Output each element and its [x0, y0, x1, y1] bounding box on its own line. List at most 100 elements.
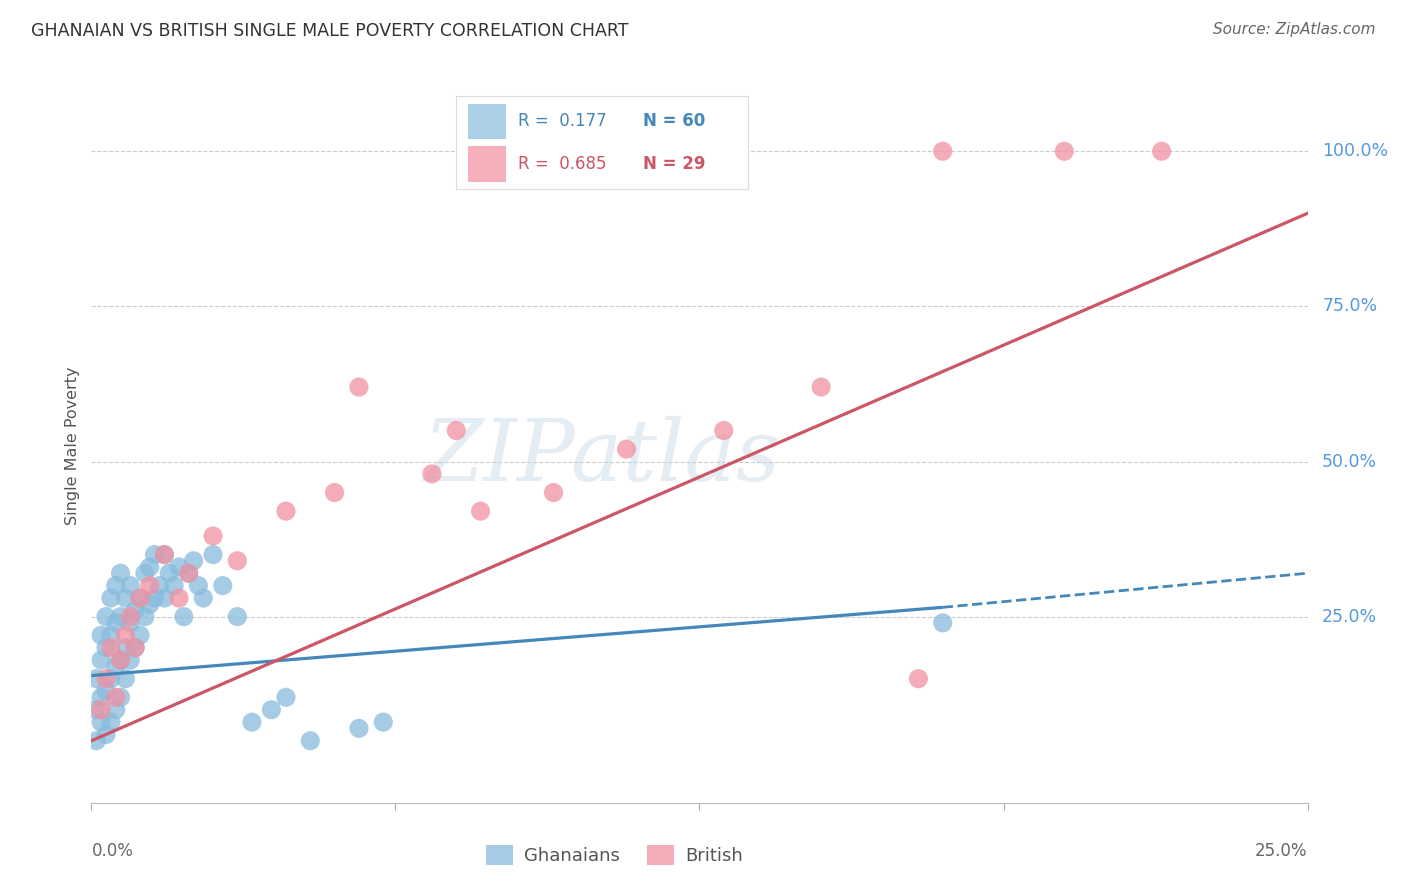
Point: [104, 615, 127, 630]
Point: [274, 690, 297, 705]
Point: [183, 554, 205, 568]
Point: [120, 609, 142, 624]
Point: [129, 591, 152, 605]
Point: [323, 485, 346, 500]
Point: [90, 628, 112, 642]
Point: [810, 380, 832, 394]
Legend: Ghanaians, British: Ghanaians, British: [479, 838, 749, 872]
Point: [347, 722, 370, 736]
Point: [100, 672, 122, 686]
Point: [153, 591, 176, 605]
Text: 50.0%: 50.0%: [1322, 452, 1378, 470]
Point: [177, 566, 200, 581]
Point: [420, 467, 443, 481]
Point: [129, 628, 152, 642]
Text: 0.0%: 0.0%: [91, 842, 134, 860]
Point: [157, 566, 180, 581]
Point: [148, 579, 170, 593]
Point: [193, 591, 215, 605]
Point: [134, 566, 156, 581]
Point: [139, 579, 162, 593]
Point: [120, 615, 142, 630]
Point: [202, 529, 225, 543]
Text: 25.0%: 25.0%: [1256, 842, 1308, 860]
Point: [100, 715, 122, 730]
Point: [543, 485, 565, 500]
Point: [1053, 145, 1076, 159]
Point: [907, 672, 929, 686]
Point: [110, 653, 132, 667]
Point: [110, 609, 132, 624]
Point: [110, 690, 132, 705]
Point: [94, 640, 117, 655]
Text: 25.0%: 25.0%: [1322, 607, 1378, 625]
Point: [84, 733, 107, 747]
Point: [226, 609, 249, 624]
Point: [139, 597, 162, 611]
Point: [90, 653, 112, 667]
Point: [114, 591, 136, 605]
Point: [139, 560, 162, 574]
Point: [94, 609, 117, 624]
Point: [110, 653, 132, 667]
Point: [114, 628, 136, 642]
Point: [173, 609, 195, 624]
Point: [100, 628, 122, 642]
Point: [129, 591, 152, 605]
Point: [110, 566, 132, 581]
Point: [931, 145, 953, 159]
Point: [163, 579, 186, 593]
Point: [211, 579, 233, 593]
Text: GHANAIAN VS BRITISH SINGLE MALE POVERTY CORRELATION CHART: GHANAIAN VS BRITISH SINGLE MALE POVERTY …: [31, 22, 628, 40]
Point: [104, 690, 127, 705]
Y-axis label: Single Male Poverty: Single Male Poverty: [65, 367, 80, 525]
Point: [187, 579, 209, 593]
Point: [143, 591, 166, 605]
Point: [94, 672, 117, 686]
Point: [347, 380, 370, 394]
Point: [124, 640, 146, 655]
Point: [100, 640, 122, 655]
Point: [104, 703, 127, 717]
Text: ZIPatlas: ZIPatlas: [423, 416, 780, 498]
Point: [202, 548, 225, 562]
Point: [124, 603, 146, 617]
Point: [226, 554, 249, 568]
Point: [94, 727, 117, 741]
Point: [240, 715, 263, 730]
Point: [120, 653, 142, 667]
Point: [100, 591, 122, 605]
Point: [1150, 145, 1173, 159]
Point: [90, 715, 112, 730]
Point: [616, 442, 638, 456]
Point: [114, 672, 136, 686]
Point: [134, 609, 156, 624]
Point: [260, 703, 283, 717]
Point: [90, 690, 112, 705]
Point: [143, 548, 166, 562]
Point: [470, 504, 492, 518]
Text: 75.0%: 75.0%: [1322, 297, 1378, 316]
Point: [931, 615, 953, 630]
Text: Source: ZipAtlas.com: Source: ZipAtlas.com: [1212, 22, 1375, 37]
Point: [274, 504, 297, 518]
Point: [373, 715, 395, 730]
Point: [84, 703, 107, 717]
Point: [94, 684, 117, 698]
Point: [84, 672, 107, 686]
Point: [167, 591, 190, 605]
Point: [124, 640, 146, 655]
Point: [167, 560, 190, 574]
Point: [299, 733, 322, 747]
Point: [153, 548, 176, 562]
Point: [444, 424, 467, 438]
Text: 100.0%: 100.0%: [1322, 142, 1388, 161]
Point: [104, 579, 127, 593]
Point: [120, 579, 142, 593]
Point: [114, 640, 136, 655]
Point: [104, 659, 127, 673]
Point: [713, 424, 735, 438]
Point: [153, 548, 176, 562]
Point: [90, 703, 112, 717]
Point: [177, 566, 200, 581]
